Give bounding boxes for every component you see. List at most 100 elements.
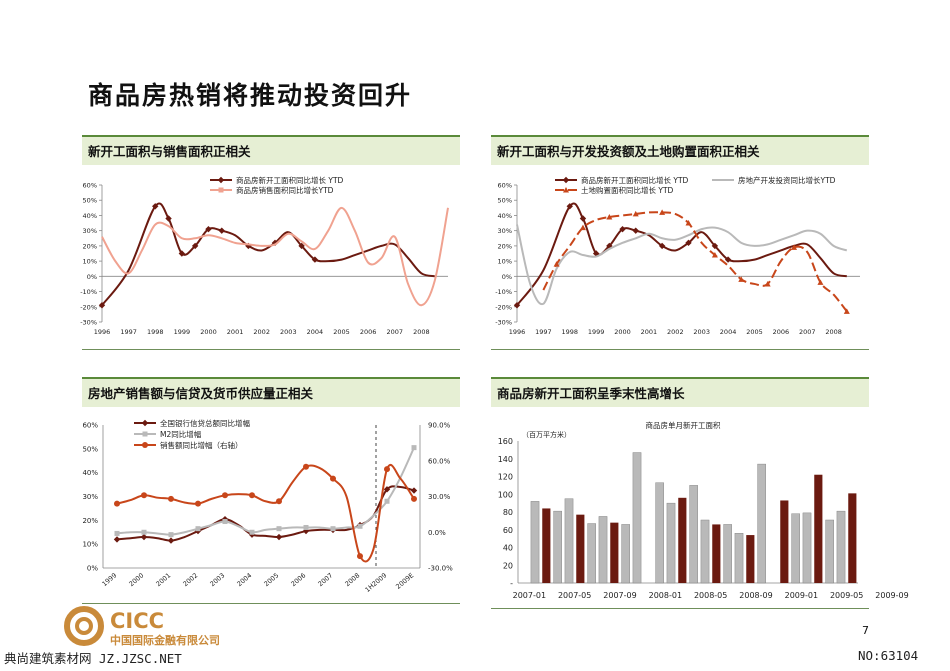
legend-marker-0 [217, 176, 225, 184]
unit-label: （百万平方米） [522, 430, 571, 439]
series-point-0 [205, 225, 212, 233]
y-tick-label: -10% [80, 288, 97, 296]
series-point-2 [222, 492, 228, 499]
x-tick-label: 2002 [253, 328, 270, 336]
y-tick-label: 120 [498, 473, 513, 482]
series-point-1 [303, 524, 309, 530]
series-point-0 [218, 227, 225, 234]
company-name: 中国国际金融有限公司 [110, 633, 220, 647]
y-tick-label: -30% [495, 319, 512, 327]
bar [712, 524, 721, 583]
panel-2-header: 新开工面积与开发投资额及土地购置面积正相关 [491, 135, 869, 165]
y-tick-label-left: 20% [82, 517, 98, 525]
cicc-logo: CICC 中国国际金融有限公司 [64, 606, 264, 654]
series-point-0 [98, 302, 106, 309]
y-tick-label: 50% [83, 197, 97, 205]
bar [734, 533, 744, 584]
series-point-1 [357, 523, 363, 529]
series-point-2 [817, 279, 824, 285]
bar [530, 501, 540, 584]
series-point-0 [298, 242, 305, 250]
y-tick-label-left: 50% [82, 445, 98, 453]
y-tick-label: -30% [80, 319, 97, 327]
y-tick-label: 100 [498, 490, 513, 499]
y-tick-label: 60% [498, 182, 512, 190]
bar [802, 512, 812, 584]
x-tick-label: 2008 [825, 328, 842, 336]
x-tick-label: 1999 [588, 328, 605, 336]
legend-marker-1 [142, 431, 148, 437]
y-tick-label-left: 30% [82, 493, 98, 501]
x-tick-label: 2000 [200, 328, 217, 336]
bar [836, 510, 846, 584]
series-point-1 [222, 519, 228, 525]
y-tick-label-left: 60% [82, 422, 98, 430]
bar [655, 482, 664, 584]
legend-marker-1 [218, 187, 224, 193]
x-tick-label: 2006 [773, 328, 790, 336]
series-line-1 [516, 224, 848, 306]
bar [848, 493, 857, 583]
series-point-1 [249, 529, 255, 535]
y-tick-label-left: 0% [87, 565, 98, 573]
series-point-2 [168, 495, 174, 502]
series-point-1 [114, 530, 120, 536]
x-tick-label: 2006 [360, 328, 377, 336]
series-point-2 [764, 280, 771, 287]
panel-1-header: 新开工面积与销售面积正相关 [82, 135, 460, 165]
bar [700, 519, 710, 584]
panel-2-bottom-rule [491, 349, 869, 350]
legend-label-1: 土地购置面积同比增长 YTD [581, 185, 674, 195]
bar [576, 514, 585, 583]
x-tick-label: 2005 [333, 328, 350, 336]
x-tick-label: 2004 [307, 328, 324, 336]
y-tick-label: 40% [498, 212, 512, 220]
bar [780, 500, 789, 583]
series-point-0 [513, 302, 521, 309]
y-tick-label-right: 90.0% [428, 422, 451, 430]
series-point-0 [632, 227, 639, 234]
y-tick-label-left: 40% [82, 469, 98, 477]
x-tick-label: 2007-01 [513, 591, 546, 600]
y-tick-label: 20% [83, 242, 97, 250]
bar [757, 463, 766, 584]
x-tick-label: 2008-09 [739, 591, 772, 600]
bar [814, 474, 823, 583]
series-point-2 [195, 500, 201, 507]
x-tick-label: 2008-05 [694, 591, 727, 600]
y-tick-label: -20% [80, 303, 97, 311]
series-line-0 [101, 202, 435, 306]
panel-4-header: 商品房新开工面积呈季末性高增长 [491, 377, 869, 407]
series-point-0 [140, 533, 148, 541]
page-title: 商品房热销将推动投资回升 [88, 81, 413, 110]
series-point-2 [249, 492, 255, 499]
x-tick-label: 2005 [746, 328, 763, 336]
y-tick-label-right: 60.0% [428, 457, 451, 465]
series-point-2 [411, 495, 417, 502]
y-tick-label: -20% [495, 303, 512, 311]
legend-label-0: 全国银行信贷总额同比增幅 [160, 418, 250, 428]
y-tick-label: 80 [503, 508, 513, 517]
x-tick-label: 2008 [413, 328, 430, 336]
y-tick-label: - [510, 579, 513, 588]
y-tick-label: 20 [503, 561, 513, 570]
x-tick-label: 2008-01 [649, 591, 682, 600]
series-point-0 [566, 203, 573, 210]
series-point-0 [724, 256, 732, 263]
bar [825, 519, 834, 584]
series-point-0 [152, 203, 159, 210]
panel-1-bottom-rule [82, 349, 460, 350]
series-point-2 [553, 261, 560, 267]
bar [666, 502, 676, 584]
series-point-2 [632, 210, 639, 217]
series-point-2 [606, 213, 613, 220]
page-number: 7 [862, 624, 869, 637]
y-tick-label: 20% [498, 242, 512, 250]
x-tick-label: 2007 [386, 328, 403, 336]
series-point-1 [276, 526, 282, 532]
series-point-0 [191, 242, 199, 250]
legend-label-0: 商品房新开工面积同比增长 YTD [581, 175, 689, 185]
x-tick-label: 1998 [561, 328, 578, 336]
y-tick-label-right: -30.0% [428, 565, 453, 573]
series-point-1 [330, 526, 336, 532]
